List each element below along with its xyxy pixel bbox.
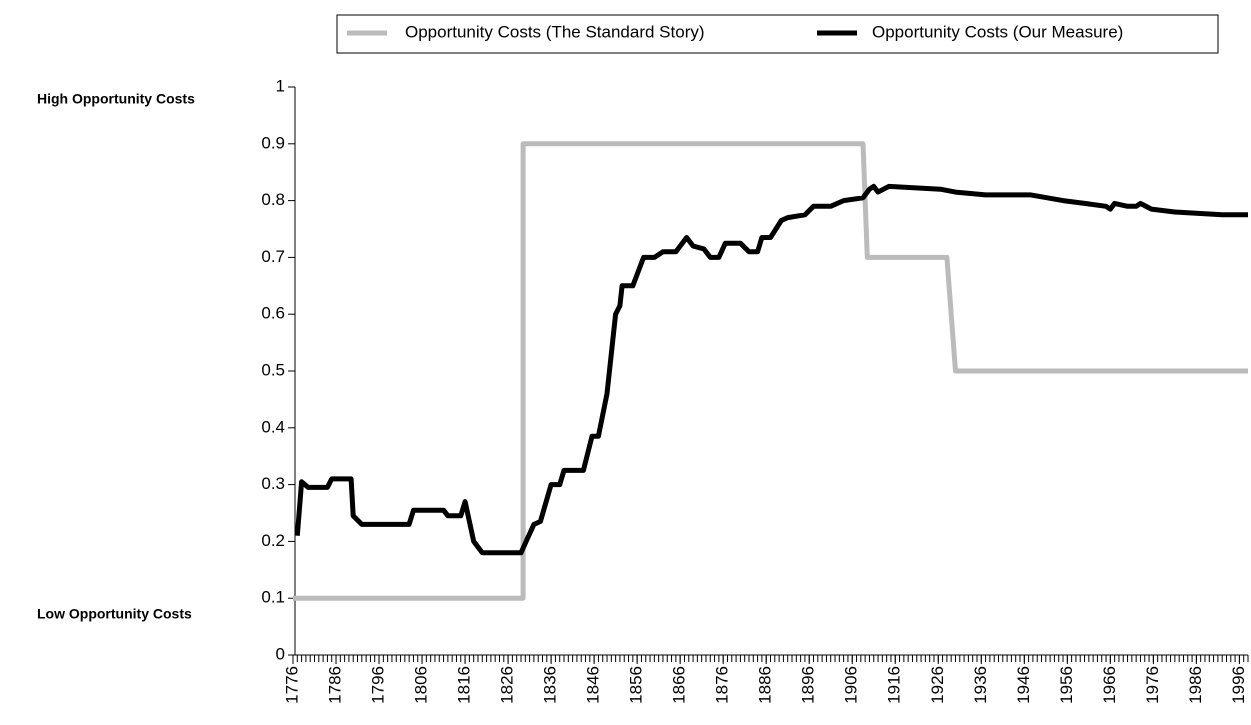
y-tick-label: 0.8 — [261, 190, 285, 209]
series-line — [293, 141, 1248, 601]
x-tick-label: 1896 — [799, 666, 818, 704]
y-tick-label: 0.7 — [261, 247, 285, 266]
y-tick-label: 0 — [276, 644, 285, 663]
x-tick-label: 1956 — [1057, 666, 1076, 704]
legend-box — [336, 14, 1219, 54]
high-label: High Opportunity Costs — [37, 91, 195, 107]
x-tick-label: 1886 — [756, 666, 775, 704]
x-tick-label: 1786 — [326, 666, 345, 704]
y-tick-label: 0.3 — [261, 474, 285, 493]
x-tick-label: 1866 — [670, 666, 689, 704]
y-tick-label: 0.5 — [261, 360, 285, 379]
y-tick-label: 0.1 — [261, 588, 285, 607]
x-tick-label: 1916 — [885, 666, 904, 704]
x-tick-label: 1856 — [627, 666, 646, 704]
x-tick-label: 1906 — [842, 666, 861, 704]
x-tick-label: 1806 — [412, 666, 431, 704]
x-tick-label: 1836 — [541, 666, 560, 704]
y-tick-label: 0.6 — [261, 304, 285, 323]
x-tick-label: 1996 — [1229, 666, 1248, 704]
legend-label: Opportunity Costs (Our Measure) — [872, 22, 1123, 41]
x-tick-label: 1966 — [1100, 666, 1119, 704]
x-tick-label: 1926 — [928, 666, 947, 704]
x-tick-label: 1816 — [455, 666, 474, 704]
x-tick-label: 1936 — [971, 666, 990, 704]
x-tick-label: 1826 — [498, 666, 517, 704]
y-tick-label: 0.4 — [261, 417, 285, 436]
x-tick-label: 1976 — [1143, 666, 1162, 704]
y-tick-label: 0.9 — [261, 133, 285, 152]
x-tick-label: 1776 — [282, 666, 301, 704]
low-label: Low Opportunity Costs — [37, 606, 192, 622]
legend-label: Opportunity Costs (The Standard Story) — [405, 22, 705, 41]
y-tick-label: 0.2 — [261, 531, 285, 550]
series-line — [294, 183, 1248, 556]
y-tick-label: 1 — [276, 76, 285, 95]
x-tick-label: 1796 — [369, 666, 388, 704]
x-tick-label: 1946 — [1014, 666, 1033, 704]
x-tick-label: 1846 — [584, 666, 603, 704]
x-tick-label: 1986 — [1186, 666, 1205, 704]
x-tick-label: 1876 — [713, 666, 732, 704]
